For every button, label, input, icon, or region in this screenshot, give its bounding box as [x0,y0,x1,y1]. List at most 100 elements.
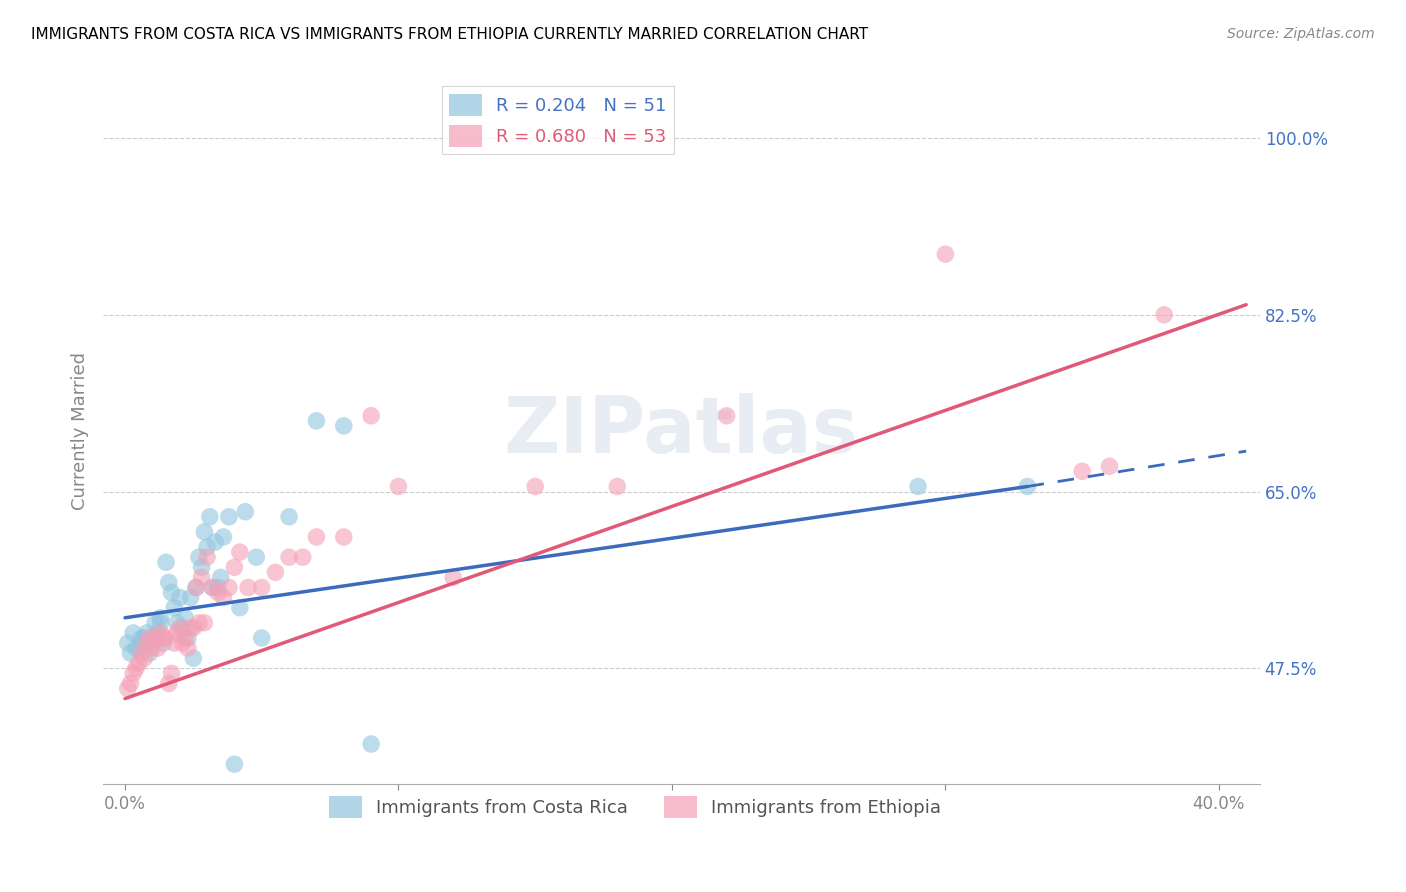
Point [907,479,929,493]
Point [134,631,156,645]
Point [716,409,738,423]
Point [387,479,409,493]
Point [606,479,628,493]
Point [141,631,163,645]
Point [291,550,314,565]
Point [180,621,202,635]
Point [146,641,169,656]
Point [160,666,183,681]
Point [201,581,224,595]
Point [190,570,212,584]
Point [138,646,160,660]
Point [212,530,235,544]
Point [117,636,139,650]
Point [1071,464,1094,478]
Point [193,524,215,539]
Point [305,414,328,428]
Point [934,247,956,261]
Point [229,600,252,615]
Point [174,631,197,645]
Point [143,615,166,630]
Point [149,611,172,625]
Point [122,666,145,681]
Y-axis label: Currently Married: Currently Married [72,352,89,510]
Point [122,626,145,640]
Point [163,600,186,615]
Legend: Immigrants from Costa Rica, Immigrants from Ethiopia: Immigrants from Costa Rica, Immigrants f… [322,789,949,825]
Text: IMMIGRANTS FROM COSTA RICA VS IMMIGRANTS FROM ETHIOPIA CURRENTLY MARRIED CORRELA: IMMIGRANTS FROM COSTA RICA VS IMMIGRANTS… [31,27,868,42]
Point [120,646,142,660]
Point [166,626,188,640]
Point [278,509,301,524]
Point [209,570,232,584]
Point [149,615,172,630]
Point [177,631,200,645]
Point [193,615,215,630]
Point [125,641,148,656]
Point [218,581,240,595]
Point [333,418,356,433]
Point [180,591,202,605]
Point [138,631,160,645]
Point [250,631,273,645]
Point [174,611,197,625]
Point [163,636,186,650]
Point [278,550,301,565]
Point [131,631,153,645]
Point [155,631,177,645]
Point [143,631,166,645]
Point [160,585,183,599]
Point [204,535,226,549]
Point [135,626,157,640]
Point [524,479,547,493]
Point [149,626,172,640]
Point [441,570,464,584]
Point [184,581,207,595]
Point [169,621,191,635]
Point [264,566,287,580]
Text: Source: ZipAtlas.com: Source: ZipAtlas.com [1227,27,1375,41]
Point [134,636,156,650]
Point [157,575,180,590]
Point [135,636,157,650]
Point [183,651,205,665]
Point [236,581,259,595]
Point [195,540,218,554]
Point [141,636,163,650]
Point [207,585,229,599]
Point [212,591,235,605]
Point [183,621,205,635]
Point [305,530,328,544]
Point [195,550,218,565]
Point [120,676,142,690]
Point [201,581,224,595]
Point [224,757,246,772]
Point [155,555,177,569]
Point [224,560,246,574]
Point [250,581,273,595]
Point [128,657,150,671]
Point [157,676,180,690]
Point [184,581,207,595]
Point [229,545,252,559]
Point [360,409,382,423]
Point [207,581,229,595]
Point [190,560,212,574]
Point [198,509,221,524]
Text: ZIPatlas: ZIPatlas [503,393,859,469]
Point [1153,308,1175,322]
Point [146,626,169,640]
Point [128,641,150,656]
Point [117,681,139,696]
Point [152,631,174,645]
Point [166,615,188,630]
Point [218,509,240,524]
Point [152,636,174,650]
Point [187,615,209,630]
Point [1017,479,1039,493]
Point [172,636,194,650]
Point [169,591,191,605]
Point [187,550,209,565]
Point [131,646,153,660]
Point [333,530,356,544]
